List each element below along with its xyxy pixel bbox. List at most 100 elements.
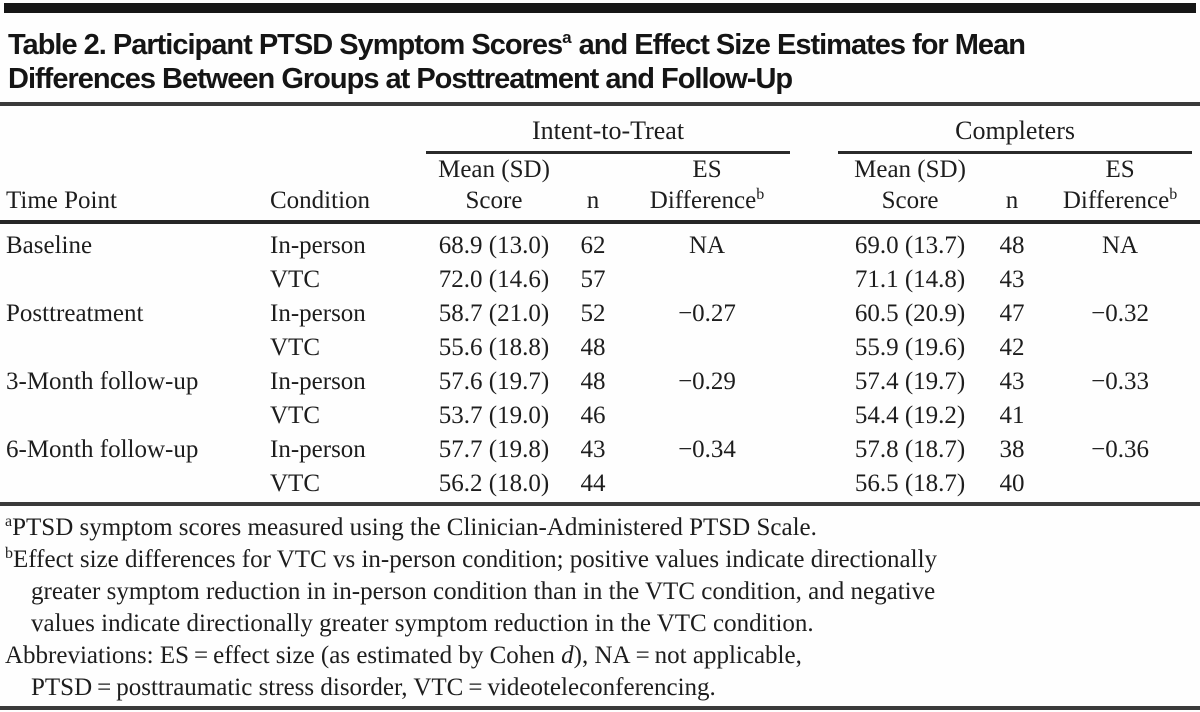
cell-completers-mean-sd: 57.8 (18.7) <box>854 436 966 463</box>
cell-completers-es-difference: −0.32 <box>1091 300 1149 327</box>
group-header-completers-label: Completers <box>838 116 1193 154</box>
cell-itt-mean-sd: 55.6 (18.8) <box>438 334 550 361</box>
cell-completers-es-difference: −0.36 <box>1091 436 1149 463</box>
group-gap-cell <box>792 154 837 224</box>
cell-condition: VTC <box>270 402 320 429</box>
cell-itt-mean-sd: 68.9 (13.0) <box>438 232 550 259</box>
col-header-completers-mean: Mean (SD) Score <box>836 154 985 224</box>
group-gap-cell <box>792 365 836 399</box>
cell-condition: VTC <box>270 470 320 497</box>
cell-completers-es-difference <box>1040 399 1200 433</box>
cell-completers-mean-sd: 71.1 (14.8) <box>854 266 966 293</box>
group-gap-cell <box>792 331 836 365</box>
cell-time-point <box>0 331 258 365</box>
col-header-itt-n: n <box>564 154 622 224</box>
table-title-line1: Table 2. Participant PTSD Symptom Scores… <box>8 21 1200 62</box>
cell-completers-es-difference <box>1040 263 1200 297</box>
cell-completers-mean-sd: 56.5 (18.7) <box>854 470 966 497</box>
cell-completers-n: 40 <box>999 470 1025 497</box>
group-header-completers: Completers <box>836 106 1200 154</box>
cell-time-point <box>0 399 258 433</box>
col-header-condition: Condition <box>258 154 424 224</box>
cell-itt-n: 48 <box>580 368 606 395</box>
group-header-row: Intent-to-Treat Completers <box>0 106 1200 154</box>
mean-header-line1: Mean (SD) <box>854 156 966 183</box>
footnote-a-text: PTSD symptom scores measured using the C… <box>12 514 817 541</box>
cell-itt-n: 43 <box>580 436 606 463</box>
cell-completers-es-difference <box>1040 331 1200 365</box>
footnote-abbreviations-line2: PTSD = posttraumatic stress disorder, VT… <box>31 674 716 701</box>
cell-completers-n: 47 <box>999 300 1025 327</box>
es-header-line2: Differenceb <box>1040 185 1200 216</box>
es-header-word: Difference <box>649 187 757 214</box>
cell-time-point: Posttreatment <box>6 300 144 327</box>
es-superscript-b: b <box>756 186 765 203</box>
footnote-b-superscript: b <box>5 545 13 562</box>
group-gap-cell <box>792 106 836 154</box>
cell-itt-mean-sd: 57.6 (19.7) <box>438 368 550 395</box>
cell-itt-es-difference: −0.29 <box>678 368 736 395</box>
bottom-divider <box>0 706 1200 710</box>
es-header-line1: ES <box>692 156 722 183</box>
mean-header-line2: Score <box>881 187 939 214</box>
cell-itt-es-difference <box>622 331 792 365</box>
title-text-post: and Effect Size Estimates for Mean <box>571 29 1026 61</box>
cell-completers-es-difference <box>1040 467 1200 501</box>
footnote-b-line3: values indicate directionally greater sy… <box>31 610 814 637</box>
group-gap-cell <box>792 222 836 263</box>
group-header-itt-label: Intent-to-Treat <box>426 116 791 154</box>
cell-time-point: 3-Month follow-up <box>6 368 199 395</box>
title-superscript-a: a <box>562 28 572 47</box>
cell-time-point: 6-Month follow-up <box>6 436 199 463</box>
cell-completers-mean-sd: 57.4 (19.7) <box>854 368 966 395</box>
title-divider <box>0 102 1200 106</box>
group-gap-cell <box>792 467 836 501</box>
cell-itt-n: 57 <box>580 266 606 293</box>
cell-completers-mean-sd: 69.0 (13.7) <box>854 232 966 259</box>
cell-condition: In-person <box>270 232 366 259</box>
es-header-line1: ES <box>1105 156 1135 183</box>
cell-completers-mean-sd: 55.9 (19.6) <box>854 334 966 361</box>
cell-itt-es-difference: NA <box>688 232 726 259</box>
cell-completers-mean-sd: 54.4 (19.2) <box>854 402 966 429</box>
cell-time-point <box>0 263 258 297</box>
empty-header-cell <box>0 106 258 154</box>
cell-itt-n: 48 <box>580 334 606 361</box>
group-gap-cell <box>792 263 836 297</box>
table-row: Posttreatment In-person 58.7 (21.0) 52 −… <box>0 297 1200 331</box>
footnote-divider <box>0 502 1200 506</box>
title-text-pre: Table 2. Participant PTSD Symptom Scores <box>8 29 563 61</box>
table-row: 6-Month follow-up In-person 57.7 (19.8) … <box>0 433 1200 467</box>
abbr-text-pre: Abbreviations: ES = effect size (as esti… <box>5 642 562 669</box>
cell-itt-mean-sd: 56.2 (18.0) <box>438 470 550 497</box>
table-title: Table 2. Participant PTSD Symptom Scores… <box>8 21 1200 96</box>
cell-itt-mean-sd: 57.7 (19.8) <box>438 436 550 463</box>
col-header-completers-n: n <box>984 154 1041 224</box>
abbr-text-post: ), NA = not applicable, <box>573 642 802 669</box>
es-header-word: Difference <box>1062 187 1170 214</box>
cell-completers-n: 41 <box>999 402 1025 429</box>
cell-itt-es-difference <box>622 263 792 297</box>
top-rule-bar <box>4 3 1196 13</box>
col-header-itt-mean: Mean (SD) Score <box>424 154 564 224</box>
col-header-itt-es: ES Differenceb <box>622 154 793 224</box>
es-superscript-b: b <box>1169 186 1178 203</box>
cell-completers-n: 42 <box>999 334 1025 361</box>
cell-itt-n: 52 <box>580 300 606 327</box>
table-row: Baseline In-person 68.9 (13.0) 62 NA 69.… <box>0 222 1200 263</box>
cell-time-point <box>0 467 258 501</box>
cell-completers-n: 43 <box>999 368 1025 395</box>
es-header-line2: Differenceb <box>622 185 792 216</box>
cell-time-point: Baseline <box>6 232 93 259</box>
col-header-time-point: Time Point <box>0 154 258 224</box>
table-row: 3-Month follow-up In-person 57.6 (19.7) … <box>0 365 1200 399</box>
table-row: VTC 53.7 (19.0) 46 54.4 (19.2) 41 <box>0 399 1200 433</box>
cell-itt-mean-sd: 72.0 (14.6) <box>438 266 550 293</box>
cell-condition: In-person <box>270 436 366 463</box>
cell-itt-n: 46 <box>580 402 606 429</box>
mean-header-line1: Mean (SD) <box>438 156 550 183</box>
footnotes: aPTSD symptom scores measured using the … <box>0 506 1200 704</box>
cell-itt-n: 44 <box>580 470 606 497</box>
table-row: VTC 72.0 (14.6) 57 71.1 (14.8) 43 <box>0 263 1200 297</box>
cell-condition: VTC <box>270 334 320 361</box>
